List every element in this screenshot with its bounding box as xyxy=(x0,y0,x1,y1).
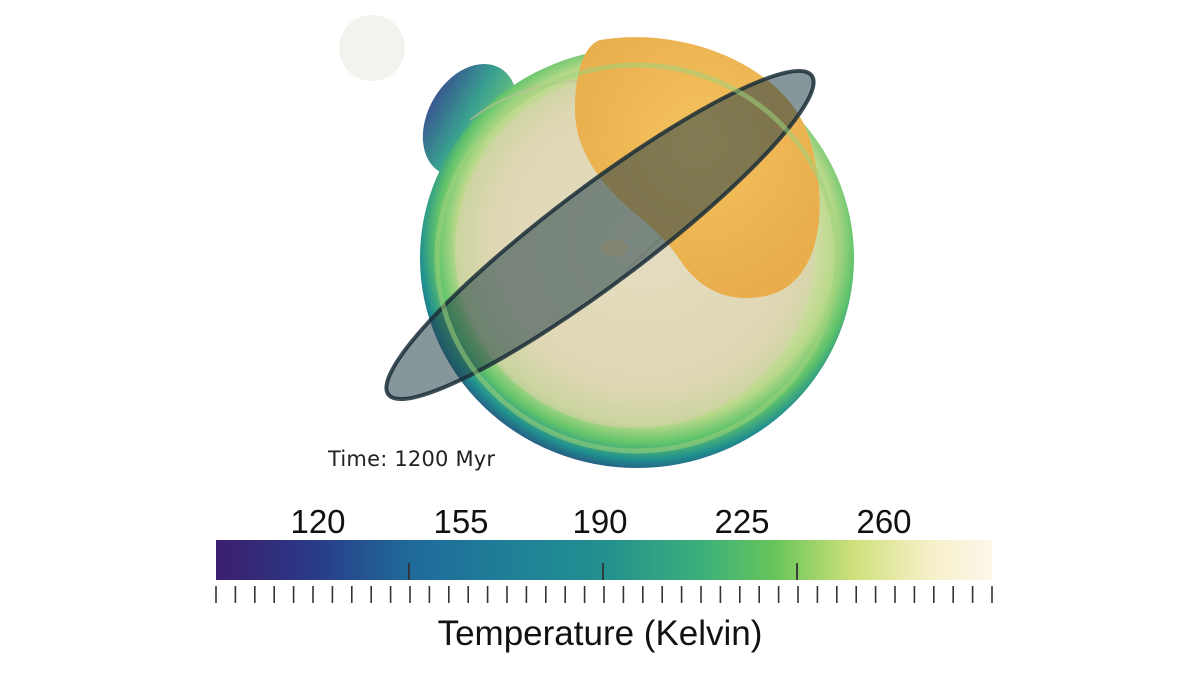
colorbar-minor-ticks xyxy=(215,586,993,603)
colorbar xyxy=(216,540,992,580)
colorbar-tick-label: 155 xyxy=(433,503,489,540)
colorbar-tick-label: 260 xyxy=(856,503,912,540)
colorbar-tick-label: 120 xyxy=(290,503,346,540)
rim-band xyxy=(434,62,840,454)
colorbar-tick-label: 190 xyxy=(572,503,628,540)
colorbar-title: Temperature (Kelvin) xyxy=(437,614,763,653)
center-marker xyxy=(600,240,628,256)
colorbar-major-ticks xyxy=(408,563,798,580)
equatorial-ring xyxy=(384,68,816,402)
time-label: Time: 1200 Myr xyxy=(328,447,496,471)
faint-circle xyxy=(339,15,405,81)
equatorial-disc xyxy=(386,70,814,400)
colorbar-tick-label: 225 xyxy=(714,503,770,540)
